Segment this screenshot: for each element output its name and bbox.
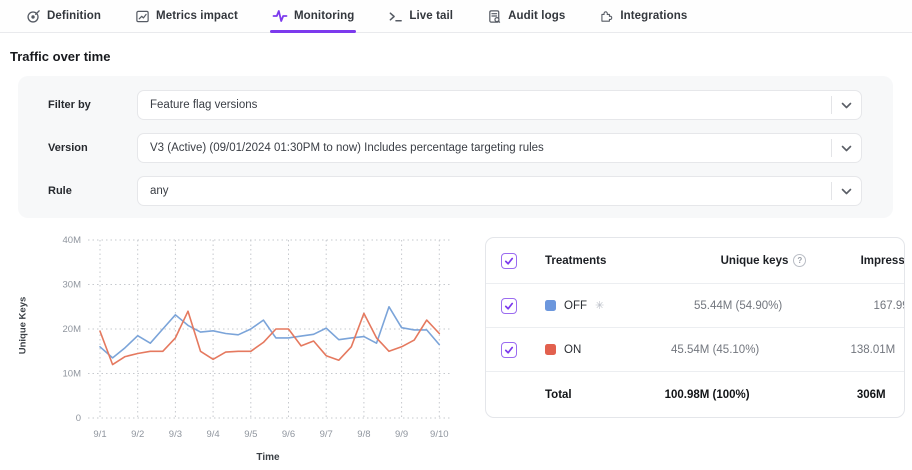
filter-row-filter-by: Filter by Feature flag versions: [48, 90, 862, 120]
treatments-table: Treatments Unique keys? Impressions? OFF…: [485, 237, 905, 418]
traffic-chart: Unique Keys 0 10M 20M 30M 40M 9/1 9/2 9/3 9/4 9/5…: [8, 228, 480, 468]
tab-metrics-impact[interactable]: Metrics impact: [133, 0, 240, 32]
total-unique-keys: 100.98M (100%): [664, 388, 750, 401]
metrics-chart-icon: [135, 9, 150, 24]
treatment-name: ON: [564, 343, 582, 356]
tab-label: Audit logs: [508, 10, 566, 22]
filter-by-value: Feature flag versions: [150, 99, 258, 111]
total-label: Total: [545, 388, 572, 401]
y-tick-label: 30M: [63, 280, 82, 291]
impressions-header-label: Impressions: [860, 254, 905, 267]
series-line-off: [99, 306, 441, 359]
unique-keys-value: 45.54M (45.10%): [671, 343, 760, 356]
select-all-checkbox[interactable]: [501, 252, 517, 269]
terminal-icon: [388, 9, 403, 24]
filter-by-label: Filter by: [48, 99, 91, 111]
on-checkbox[interactable]: [501, 341, 517, 358]
rule-value: any: [150, 185, 169, 197]
x-tick-label: 9/2: [131, 429, 144, 440]
y-tick-label: 0: [76, 413, 81, 424]
line-chart: 0 10M 20M 30M 40M 9/1 9/2 9/3 9/4 9/5 9/6 9/7 9/8 9/9…: [63, 235, 452, 440]
tab-monitoring[interactable]: Monitoring: [269, 0, 357, 33]
y-tick-label: 40M: [63, 235, 82, 246]
off-checkbox[interactable]: [501, 297, 517, 314]
y-tick-label: 20M: [63, 324, 82, 335]
version-dropdown[interactable]: V3 (Active) (09/01/2024 01:30PM to now) …: [137, 133, 862, 163]
tab-label: Metrics impact: [156, 10, 238, 22]
help-icon[interactable]: ?: [793, 254, 807, 267]
tab-label: Live tail: [409, 10, 454, 22]
x-tick-label: 9/7: [320, 429, 333, 440]
tab-label: Definition: [47, 10, 102, 22]
filter-panel: Filter by Feature flag versions Version …: [18, 76, 893, 218]
audit-document-icon: [487, 9, 502, 24]
tab-integrations[interactable]: Integrations: [597, 0, 689, 32]
tab-live-tail[interactable]: Live tail: [386, 0, 455, 32]
x-tick-label: 9/3: [169, 429, 182, 440]
y-tick-label: 10M: [63, 369, 82, 380]
chevron-down-icon[interactable]: [831, 139, 861, 157]
version-value: V3 (Active) (09/01/2024 01:30PM to now) …: [150, 142, 544, 154]
x-tick-label: 9/10: [430, 429, 449, 440]
filter-row-version: Version V3 (Active) (09/01/2024 01:30PM …: [48, 133, 862, 163]
impressions-value: 167.99M: [873, 299, 904, 312]
x-tick-label: 9/5: [244, 429, 257, 440]
total-impressions: 306M: [856, 388, 886, 401]
table-row-on: ON 45.54M (45.10%) 138.01M: [486, 328, 904, 372]
chevron-down-icon[interactable]: [831, 96, 861, 114]
puzzle-icon: [599, 9, 614, 24]
x-tick-label: 9/6: [282, 429, 295, 440]
filter-row-rule: Rule any: [48, 176, 862, 206]
target-pencil-icon: [26, 9, 41, 24]
x-tick-label: 9/8: [357, 429, 370, 440]
filter-by-dropdown[interactable]: Feature flag versions: [137, 90, 862, 120]
unique-keys-header-label: Unique keys: [720, 254, 789, 267]
treatment-cell: OFF ✳: [545, 299, 604, 312]
unique-keys-header: Unique keys?: [606, 254, 807, 267]
x-tick-label: 9/4: [206, 429, 219, 440]
treatment-cell: ON: [545, 344, 581, 356]
table-row-off: OFF ✳ 55.44M (54.90%) 167.99M: [486, 284, 904, 328]
page-title: Traffic over time: [10, 49, 111, 64]
unique-keys-value: 55.44M (54.90%): [694, 299, 783, 312]
treatments-header: Treatments: [545, 254, 607, 267]
rule-dropdown[interactable]: any: [137, 176, 862, 206]
treatment-name: OFF: [564, 299, 587, 312]
on-color-swatch: [545, 344, 556, 355]
tab-label: Monitoring: [293, 10, 355, 22]
tab-audit-logs[interactable]: Audit logs: [485, 0, 567, 32]
pulse-icon: [272, 8, 288, 24]
off-color-swatch: [545, 300, 556, 311]
table-row-total: Total 100.98M (100%) 306M: [486, 372, 904, 417]
rule-label: Rule: [48, 185, 72, 197]
impressions-header: Impressions?: [806, 254, 905, 267]
x-axis-title: Time: [256, 452, 280, 463]
chevron-down-icon[interactable]: [831, 182, 861, 200]
default-treatment-icon: ✳: [595, 300, 605, 312]
x-tick-label: 9/9: [395, 429, 408, 440]
tab-definition[interactable]: Definition: [24, 0, 103, 32]
version-label: Version: [48, 142, 88, 154]
x-tick-label: 9/1: [93, 429, 106, 440]
table-header-row: Treatments Unique keys? Impressions?: [486, 238, 904, 284]
tab-label: Integrations: [620, 10, 688, 22]
tab-bar: Definition Metrics impact Monitoring: [0, 0, 912, 33]
y-axis-title: Unique Keys: [17, 296, 29, 355]
impressions-value: 138.01M: [850, 343, 896, 356]
series-line-on: [99, 310, 441, 366]
